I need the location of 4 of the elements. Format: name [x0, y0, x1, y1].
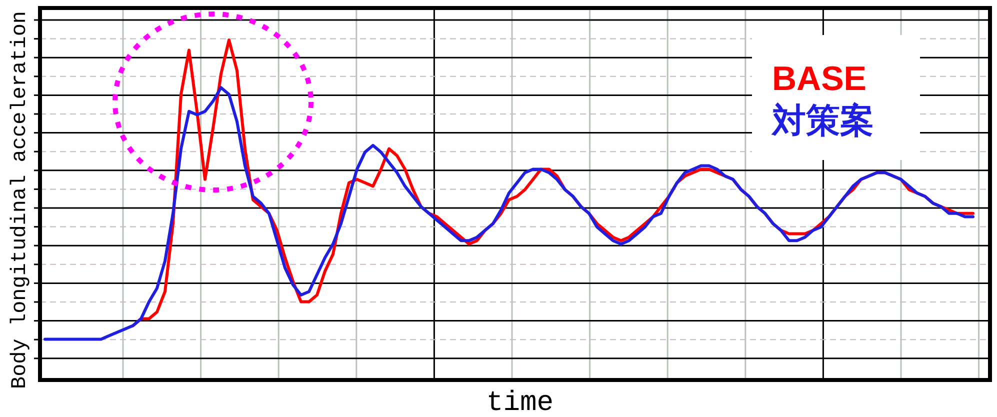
y-axis-title: Body longitudinal acceleration [9, 10, 32, 390]
x-axis-title: time [486, 388, 554, 417]
text: BASE [772, 60, 866, 98]
series-label: 対策案 [771, 102, 874, 140]
